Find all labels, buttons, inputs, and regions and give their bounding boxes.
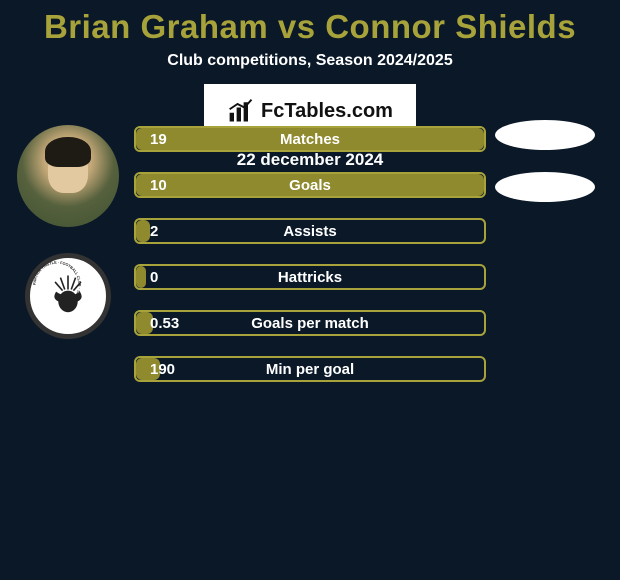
stat-label: Min per goal	[266, 361, 354, 378]
logo-text: FcTables.com	[261, 100, 393, 123]
left-column: PARTICK THISTLE · FOOTBALL CLUB · 1876 ·	[10, 125, 125, 339]
svg-text:PARTICK THISTLE · FOOTBALL CLU: PARTICK THISTLE · FOOTBALL CLUB · 1876 ·	[32, 261, 81, 302]
stat-value: 0	[136, 269, 216, 286]
stat-value: 10	[136, 177, 216, 194]
right-column	[492, 120, 598, 202]
stat-row: 19 Matches	[134, 126, 486, 152]
stat-value: 2	[136, 223, 216, 240]
stat-value: 190	[136, 361, 216, 378]
stat-row: 2 Assists	[134, 218, 486, 244]
stat-label: Matches	[280, 131, 340, 148]
stat-row: 190 Min per goal	[134, 356, 486, 382]
stat-row: 0 Hattricks	[134, 264, 486, 290]
subtitle: Club competitions, Season 2024/2025	[0, 52, 620, 70]
stat-row: 10 Goals	[134, 172, 486, 198]
stat-label: Goals per match	[251, 315, 369, 332]
stat-row: 0.53 Goals per match	[134, 310, 486, 336]
blank-oval	[495, 172, 595, 202]
player-photo	[17, 125, 119, 227]
stat-value: 19	[136, 131, 216, 148]
stats-bars: 19 Matches 10 Goals 2 Assists 0 Hattricks 0.53 Go…	[134, 126, 486, 402]
stat-label: Goals	[289, 177, 331, 194]
blank-oval	[495, 120, 595, 150]
stat-label: Assists	[283, 223, 336, 240]
club-badge: PARTICK THISTLE · FOOTBALL CLUB · 1876 ·	[25, 253, 111, 339]
stat-value: 0.53	[136, 315, 216, 332]
stat-label: Hattricks	[278, 269, 342, 286]
page-title: Brian Graham vs Connor Shields	[0, 0, 620, 46]
club-badge-ring-text: PARTICK THISTLE · FOOTBALL CLUB · 1876 ·	[30, 258, 84, 312]
bar-chart-icon	[227, 97, 255, 125]
